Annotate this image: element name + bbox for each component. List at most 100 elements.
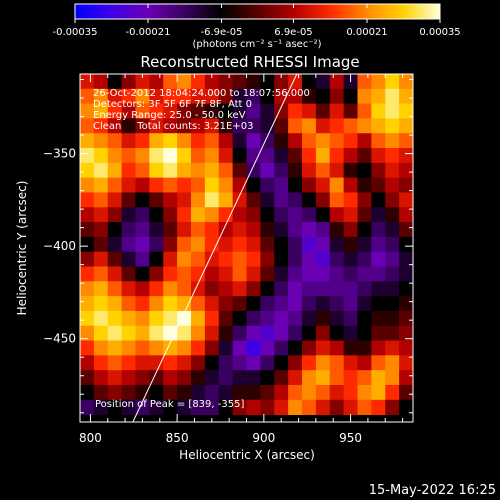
heatmap-cell [329, 399, 345, 415]
heatmap-cell [315, 296, 331, 312]
heatmap-cell [107, 74, 123, 90]
heatmap-cell [232, 266, 247, 282]
heatmap-cell [302, 281, 317, 297]
heatmap-cell [149, 103, 164, 119]
heatmap-cell [357, 74, 372, 90]
heatmap-cell [93, 103, 109, 119]
heatmap-cell [399, 236, 413, 253]
heatmap-cell [260, 340, 275, 356]
heatmap-cell [121, 340, 136, 356]
heatmap-cell [218, 192, 234, 208]
heatmap-cell [149, 340, 164, 356]
heatmap-cell [385, 355, 400, 371]
heatmap-cell [246, 266, 261, 282]
heatmap-cell [191, 162, 206, 179]
heatmap-cell [93, 296, 109, 312]
heatmap-cell [329, 236, 345, 253]
heatmap-cell [274, 177, 289, 193]
heatmap-cell [121, 236, 136, 253]
heatmap-cell [135, 177, 150, 193]
heatmap-cell [80, 74, 95, 90]
heatmap-cell [399, 296, 413, 312]
heatmap-cell [385, 74, 400, 90]
colorbar-tick-label: 0.00035 [419, 27, 460, 38]
heatmap-cell [385, 133, 400, 149]
heatmap-cell [163, 384, 178, 401]
heatmap-cell [107, 355, 123, 371]
heatmap-cell [191, 222, 206, 238]
heatmap-cell [121, 251, 136, 267]
colorbar-ramp [74, 3, 441, 20]
heatmap-cell [107, 310, 123, 327]
heatmap-cell [232, 384, 247, 401]
heatmap-cell [246, 310, 261, 327]
heatmap-cell [80, 88, 95, 105]
heatmap-cell [315, 399, 331, 415]
heatmap-cell [371, 222, 386, 238]
heatmap-cell [93, 236, 109, 253]
heatmap-cell [204, 118, 220, 134]
heatmap-cell [288, 148, 303, 164]
heatmap-cell [371, 310, 386, 327]
heatmap-cell [191, 192, 206, 208]
heatmap-cell [80, 251, 95, 267]
heatmap-cell [399, 325, 413, 341]
heatmap-cell [260, 177, 275, 193]
heatmap-cell [191, 355, 206, 371]
heatmap-cell [385, 340, 400, 356]
heatmap-cell [260, 310, 275, 327]
heatmap-cell [93, 399, 109, 415]
heatmap-cell [246, 207, 261, 223]
heatmap-cell [385, 118, 400, 134]
heatmap-cell [288, 340, 303, 356]
heatmap-cell [149, 192, 164, 208]
heatmap-cell [163, 251, 178, 267]
heatmap-cell [246, 192, 261, 208]
heatmap-cell [274, 192, 289, 208]
heatmap-cell [274, 355, 289, 371]
heatmap-cell [191, 310, 206, 327]
heatmap-cell [107, 88, 123, 105]
heatmap-cell [343, 384, 358, 401]
heatmap-cell [260, 370, 275, 386]
heatmap-cell [329, 192, 345, 208]
colorbar: -0.00035 -0.00021 -6.9e-05 6.9e-05 0.00021 0.… [53, 3, 461, 50]
y-axis-tick-label: −350 [43, 147, 76, 161]
heatmap-cell [385, 103, 400, 119]
heatmap-cell [246, 177, 261, 193]
heatmap-cell [246, 384, 261, 401]
heatmap-cell [218, 281, 234, 297]
colorbar-units-label: (photons cm⁻² s⁻¹ asec⁻²) [192, 39, 321, 50]
heatmap-cell [385, 310, 400, 327]
heatmap-cell [371, 118, 386, 134]
heatmap-cell [385, 222, 400, 238]
heatmap-cell [288, 222, 303, 238]
heatmap-cell [177, 148, 192, 164]
heatmap-cell [177, 399, 192, 415]
heatmap-cell [121, 222, 136, 238]
heatmap-cell [232, 207, 247, 223]
heatmap-cell [218, 370, 234, 386]
heatmap-cell [107, 399, 123, 415]
footer-timestamp: 15-May-2022 16:25 [369, 483, 496, 498]
heatmap-cell [315, 133, 331, 149]
heatmap-cell [302, 133, 317, 149]
heatmap-cell [288, 236, 303, 253]
heatmap-cell [191, 177, 206, 193]
heatmap-cell [357, 103, 372, 119]
heatmap-cell [204, 222, 220, 238]
heatmap-cell [177, 133, 192, 149]
heatmap-cell [204, 384, 220, 401]
heatmap-cell [191, 399, 206, 415]
heatmap-cell [135, 222, 150, 238]
colorbar-tick-label: -6.9e-05 [201, 27, 243, 38]
heatmap-cell [93, 281, 109, 297]
heatmap-cell [357, 399, 372, 415]
heatmap-cell [329, 133, 345, 149]
heatmap-cell [246, 103, 261, 119]
heatmap-cell [399, 88, 413, 105]
heatmap-cell [343, 310, 358, 327]
heatmap-cell [357, 370, 372, 386]
heatmap-cell [260, 74, 275, 90]
heatmap-cell [302, 399, 317, 415]
